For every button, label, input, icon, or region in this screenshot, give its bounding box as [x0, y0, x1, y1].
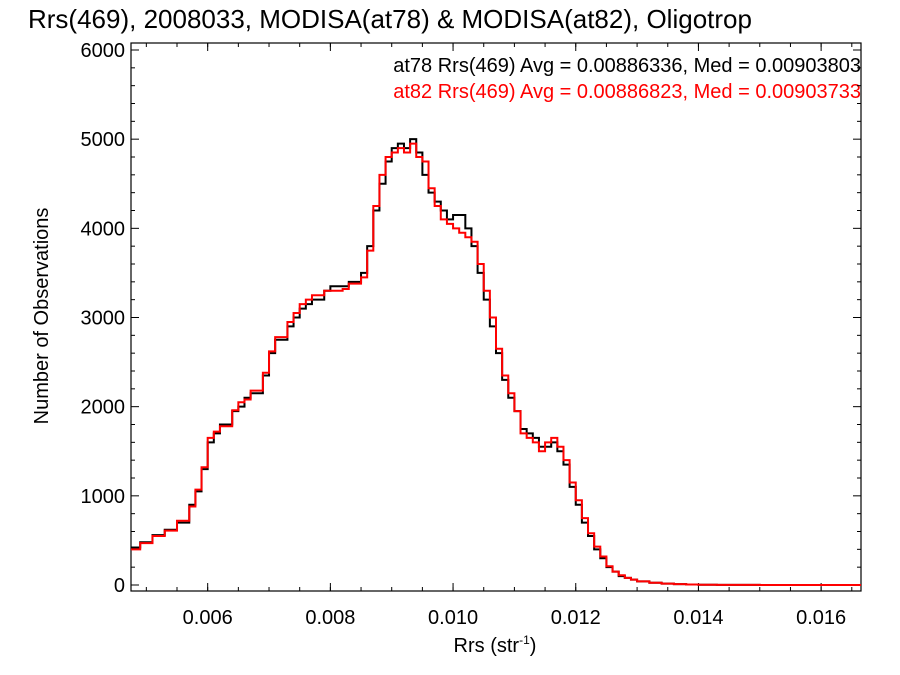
series-at82-line — [131, 142, 861, 586]
x-tick-label: 0.008 — [305, 607, 355, 629]
y-tick-label: 6000 — [81, 40, 126, 62]
chart-title: Rrs(469), 2008033, MODISA(at78) & MODISA… — [28, 4, 752, 34]
y-axis: 0 1000 2000 3000 4000 5000 6000 — [81, 40, 861, 597]
y-axis-label: Number of Observations — [31, 208, 53, 425]
series-group — [131, 138, 861, 586]
annotation-line-1: at78 Rrs(469) Avg = 0.00886336, Med = 0.… — [393, 55, 861, 77]
x-tick-label: 0.016 — [796, 607, 846, 629]
annotation-group: at78 Rrs(469) Avg = 0.00886336, Med = 0.… — [393, 55, 861, 103]
x-axis-label-tail: ) — [530, 635, 537, 657]
y-tick-label: 2000 — [81, 397, 126, 419]
y-tick-label: 0 — [114, 575, 125, 597]
x-tick-label: 0.012 — [551, 607, 601, 629]
y-tick-label: 1000 — [81, 486, 126, 508]
x-tick-label: 0.014 — [673, 607, 723, 629]
annotation-line-2: at82 Rrs(469) Avg = 0.00886823, Med = 0.… — [393, 81, 861, 103]
x-axis-label: Rrs (str-1) — [454, 633, 537, 657]
y-tick-label: 4000 — [81, 218, 126, 240]
series-at78-line — [131, 138, 861, 586]
x-axis-label-superscript: -1 — [519, 633, 530, 647]
x-tick-label: 0.006 — [183, 607, 233, 629]
y-tick-label: 5000 — [81, 129, 126, 151]
y-tick-label: 3000 — [81, 308, 126, 330]
x-axis: 0.006 0.008 0.010 0.012 0.014 0.016 — [145, 43, 853, 629]
x-tick-label: 0.010 — [428, 607, 478, 629]
